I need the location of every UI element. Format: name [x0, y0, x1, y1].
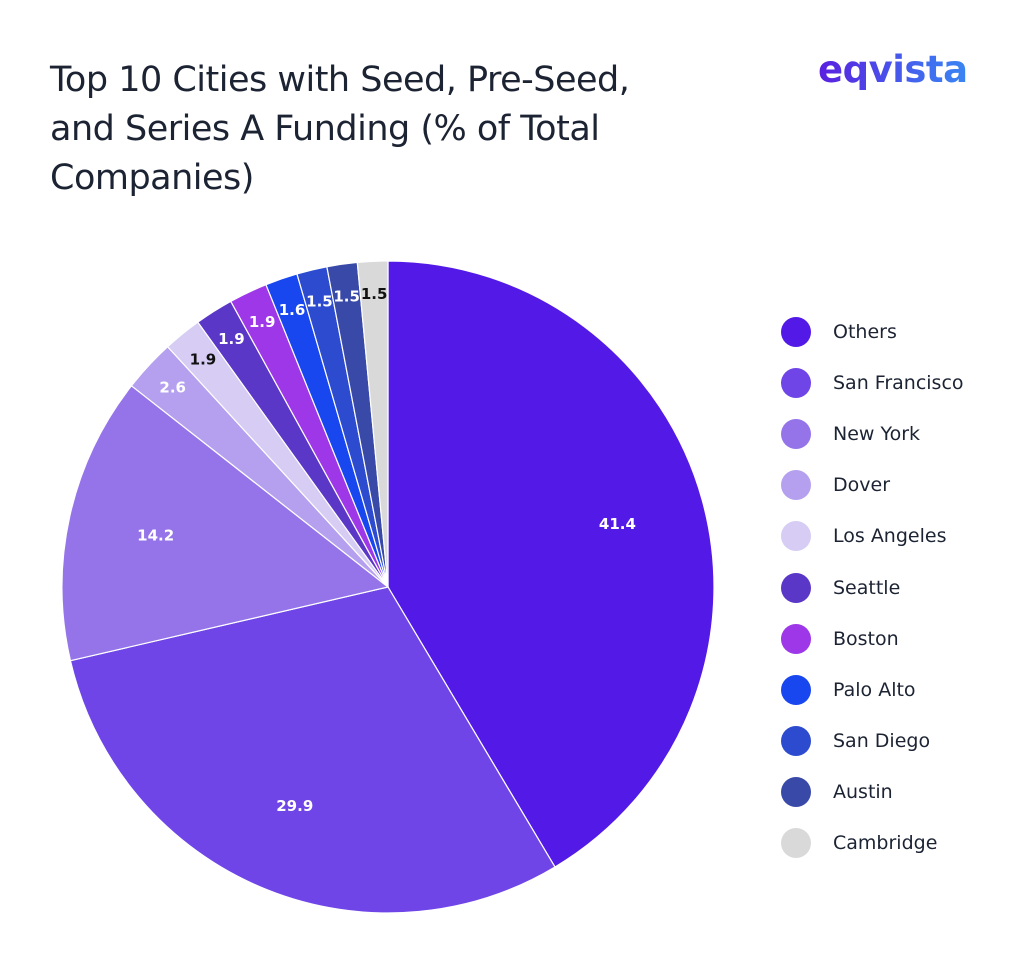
- legend-item: Boston: [781, 613, 964, 664]
- legend-item: Dover: [781, 460, 964, 511]
- legend-item: San Francisco: [781, 357, 964, 408]
- legend-swatch: [781, 828, 811, 859]
- legend-swatch: [781, 572, 811, 603]
- data-label: 1.9: [249, 313, 276, 331]
- data-label: 29.9: [276, 797, 313, 815]
- chart-title: Top 10 Cities with Seed, Pre-Seed, and S…: [50, 60, 630, 198]
- legend-item: Austin: [781, 767, 964, 818]
- legend-swatch: [781, 777, 811, 808]
- legend-swatch: [781, 521, 811, 552]
- legend-label: Others: [833, 320, 897, 343]
- legend-swatch: [781, 470, 811, 501]
- legend-label: San Francisco: [833, 371, 964, 394]
- legend-label: Boston: [833, 627, 899, 650]
- pie-slice-cambridge: [356, 260, 389, 588]
- legend-label: Los Angeles: [833, 525, 947, 548]
- data-label: 1.5: [361, 285, 388, 303]
- data-label: 1.9: [190, 350, 217, 368]
- legend-item: Los Angeles: [781, 511, 964, 562]
- legend-label: Palo Alto: [833, 678, 916, 701]
- legend-item: Seattle: [781, 562, 964, 613]
- eqvista-logo: eqvista: [818, 48, 968, 91]
- legend-swatch: [781, 674, 811, 705]
- data-label: 1.5: [333, 288, 360, 306]
- pie-slice-others: [387, 260, 715, 868]
- pie-slice-new-york: [61, 384, 390, 662]
- pie-slice-san-francisco: [69, 586, 556, 914]
- legend-item: Cambridge: [781, 818, 964, 869]
- legend-swatch: [781, 316, 811, 347]
- data-label: 1.6: [279, 301, 306, 319]
- legend-label: Cambridge: [833, 832, 938, 855]
- legend-swatch: [781, 367, 811, 398]
- data-label: 1.5: [306, 293, 333, 311]
- legend-item: Palo Alto: [781, 664, 964, 715]
- legend-item: New York: [781, 408, 964, 459]
- data-label: 2.6: [159, 379, 186, 397]
- legend-label: Seattle: [833, 576, 901, 599]
- data-label: 14.2: [137, 526, 174, 544]
- legend-label: Austin: [833, 781, 893, 804]
- legend-label: New York: [833, 422, 921, 445]
- data-label: 1.9: [218, 330, 245, 348]
- legend-label: Dover: [833, 474, 890, 497]
- data-label: 41.4: [599, 515, 636, 533]
- legend-item: Others: [781, 306, 964, 357]
- legend: Others San Francisco New York Dover Los Ange…: [781, 306, 964, 869]
- legend-swatch: [781, 726, 811, 757]
- legend-swatch: [781, 623, 811, 654]
- legend-swatch: [781, 418, 811, 449]
- legend-label: San Diego: [833, 730, 931, 753]
- legend-item: San Diego: [781, 716, 964, 767]
